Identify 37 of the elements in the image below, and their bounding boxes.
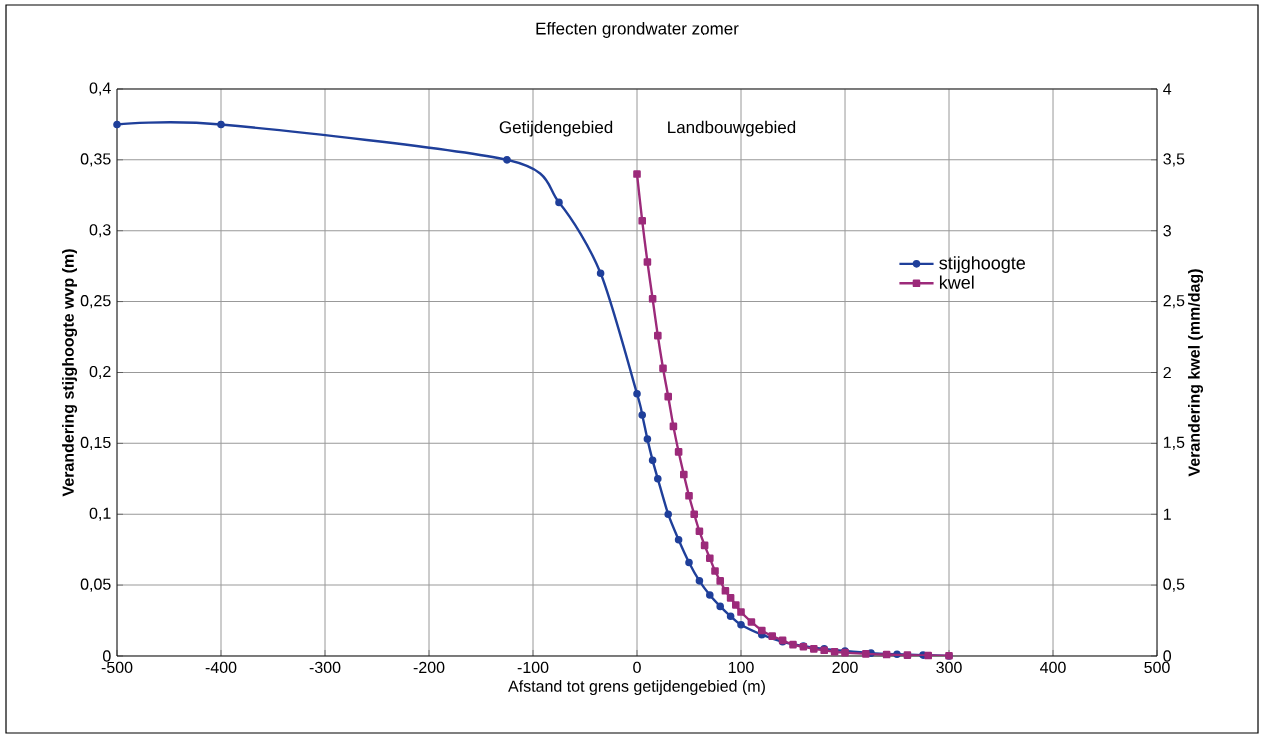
x-tick-label: 0 bbox=[633, 661, 641, 674]
x-tick-label: 400 bbox=[1040, 661, 1066, 674]
y2-tick-label: 4 bbox=[1163, 83, 1172, 95]
y-tick-label: 0,35 bbox=[80, 153, 111, 167]
x-tick-label: -400 bbox=[205, 661, 237, 674]
x-tick-label: -500 bbox=[101, 661, 133, 674]
y2-tick-label: 2,5 bbox=[1163, 295, 1185, 309]
x-tick-label: -300 bbox=[309, 661, 341, 674]
x-tick-label: 500 bbox=[1144, 661, 1170, 674]
legend-label: kwel bbox=[939, 275, 974, 289]
y-tick-label: 0 bbox=[103, 650, 111, 662]
x-tick-label: 100 bbox=[728, 661, 754, 674]
y-tick-label: 0,15 bbox=[80, 436, 111, 450]
y2-tick-label: 1 bbox=[1163, 508, 1171, 520]
x-tick-label: 300 bbox=[936, 661, 962, 674]
legend-label: stijghoogte bbox=[939, 256, 1026, 273]
y-tick-label: 0,1 bbox=[89, 507, 111, 521]
y2-tick-label: 0,5 bbox=[1163, 578, 1185, 592]
y2-axis-title: Verandering kwel (mm/dag) bbox=[1188, 269, 1204, 477]
annotation: Getijdengebied bbox=[499, 120, 613, 137]
x-tick-label: -200 bbox=[413, 661, 445, 674]
y-tick-label: 0,2 bbox=[89, 365, 111, 380]
y-tick-label: 0,4 bbox=[89, 82, 111, 96]
y-axis-title: Verandering stijghoogte wvp (m) bbox=[62, 249, 78, 497]
y-tick-label: 0,25 bbox=[80, 295, 111, 309]
y2-tick-label: 3 bbox=[1163, 225, 1171, 237]
x-tick-label: 200 bbox=[832, 661, 858, 674]
y2-tick-label: 3,5 bbox=[1163, 153, 1185, 167]
y2-tick-label: 2 bbox=[1163, 366, 1171, 379]
y-tick-label: 0,3 bbox=[89, 224, 111, 238]
y2-tick-label: 0 bbox=[1163, 650, 1172, 662]
x-axis-title: Afstand tot grens getijdengebied (m) bbox=[508, 680, 765, 696]
y2-tick-label: 1,5 bbox=[1163, 436, 1185, 450]
chart-title: Effecten grondwater zomer bbox=[536, 22, 739, 38]
y-tick-label: 0,05 bbox=[80, 578, 111, 592]
annotation: Landbouwgebied bbox=[668, 120, 796, 137]
x-tick-label: -100 bbox=[517, 661, 549, 674]
